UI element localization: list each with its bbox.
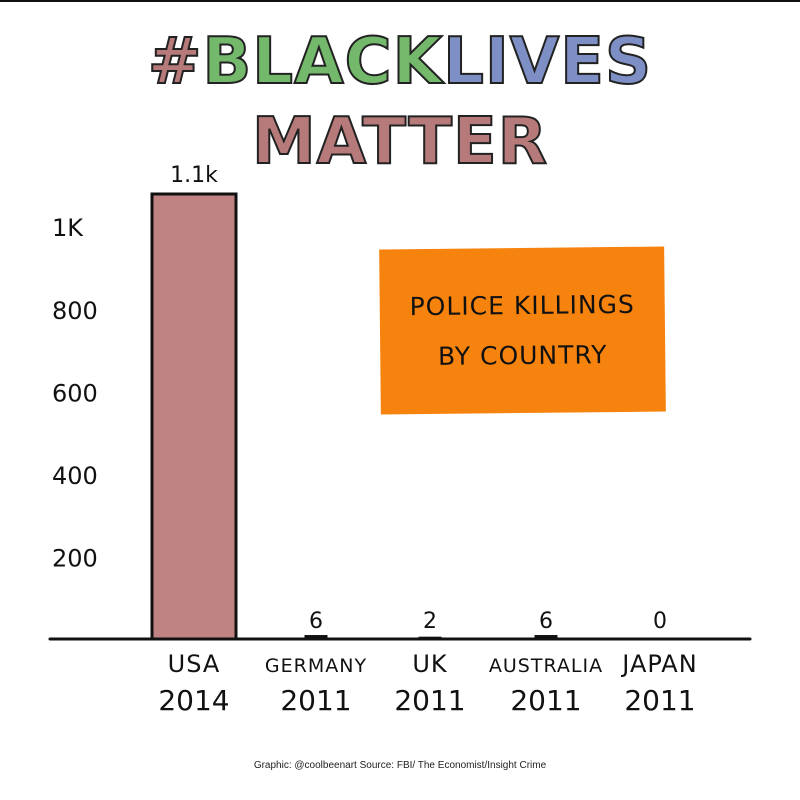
- chart-title-line-1: POLICE KILLINGS: [409, 289, 635, 321]
- bar-usa: [150, 192, 238, 641]
- x-year-label: 2011: [280, 684, 351, 717]
- x-year-label: 2011: [394, 684, 465, 717]
- data-label: 2: [423, 609, 437, 634]
- bar-australia: [534, 635, 558, 641]
- x-category-label: AUSTRALIA: [489, 655, 603, 677]
- data-label: 6: [539, 609, 553, 634]
- x-category-label: JAPAN: [620, 650, 697, 678]
- x-year-label: 2011: [624, 684, 695, 717]
- bar-uk: [418, 636, 442, 641]
- headline-matter: MATTER: [251, 104, 549, 180]
- y-tick-label: 400: [52, 462, 98, 490]
- data-label: 6: [309, 609, 323, 634]
- bar-germany: [304, 635, 328, 641]
- top-border: [0, 0, 800, 2]
- source-credit: Graphic: @coolbeenart Source: FBI/ The E…: [253, 760, 547, 771]
- chart-title-line-2: BY COUNTRY: [437, 339, 608, 371]
- headline: #BLACKLIVESMATTER: [0, 22, 800, 182]
- x-year-label: 2011: [510, 684, 581, 717]
- y-tick-label: 200: [52, 545, 98, 573]
- headline-black: BLACK: [202, 24, 444, 100]
- x-category-label: USA: [168, 650, 221, 678]
- x-category-label: UK: [412, 650, 448, 678]
- headline-hash: #: [147, 24, 203, 100]
- y-tick-label: 1K: [52, 214, 84, 242]
- chart-title-box: POLICE KILLINGS BY COUNTRY: [379, 246, 666, 415]
- data-label: 0: [653, 609, 667, 634]
- headline-lives: LIVES: [442, 24, 653, 100]
- data-label: 1.1k: [170, 163, 218, 188]
- x-category-label: GERMANY: [265, 655, 367, 677]
- y-tick-label: 800: [52, 297, 98, 325]
- y-tick-label: 600: [52, 380, 98, 408]
- x-year-label: 2014: [158, 684, 229, 717]
